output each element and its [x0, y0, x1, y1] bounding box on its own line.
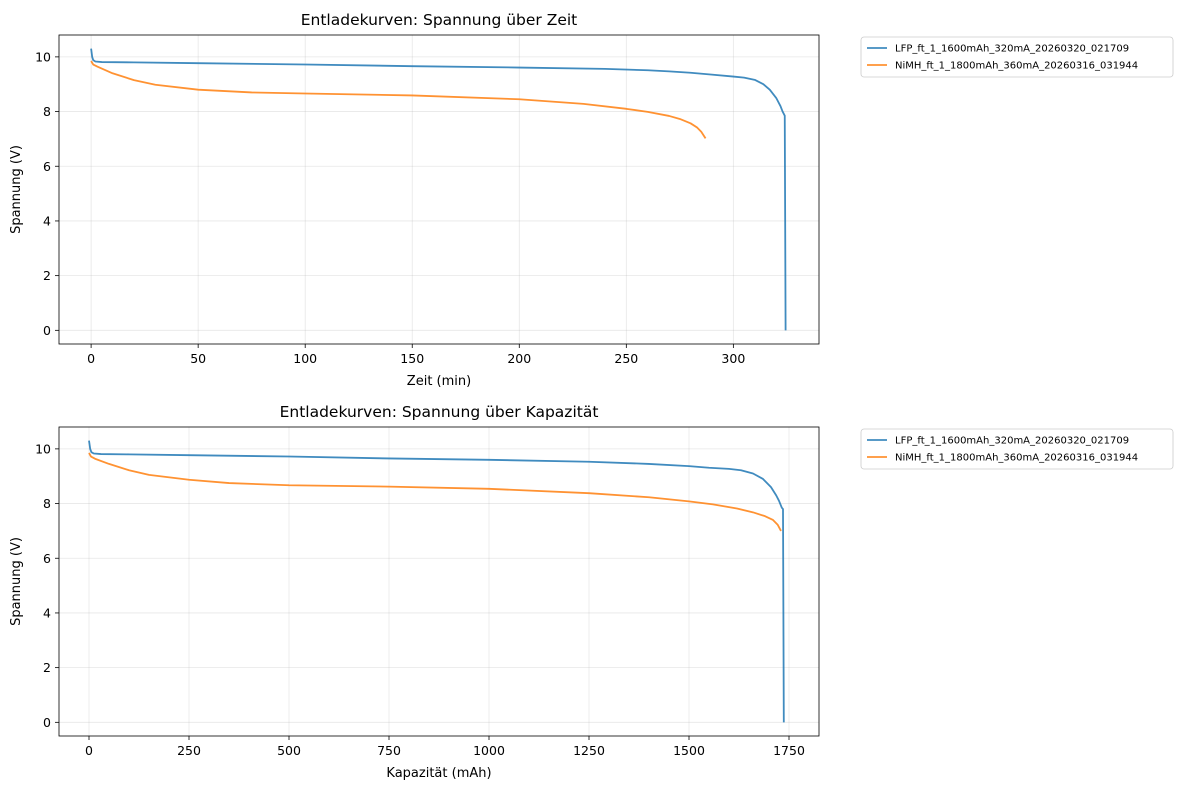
- plot-frame: [58, 426, 820, 737]
- legend-label-2: NiMH_ft_1_1800mAh_360mA_20260316_031944: [895, 453, 1138, 464]
- y-tick-label: 0: [43, 715, 51, 730]
- y-tick-label: 6: [43, 159, 51, 174]
- x-tick-label: 1250: [573, 743, 605, 758]
- x-tick-label: 200: [507, 351, 531, 366]
- x-tick-label: 1750: [773, 743, 805, 758]
- y-tick-label: 10: [35, 441, 51, 456]
- legend-box: [860, 36, 1174, 78]
- x-tick-label: 150: [400, 351, 424, 366]
- legend-box: [860, 428, 1174, 470]
- y-tick-label: 6: [43, 551, 51, 566]
- x-tick-label: 750: [377, 743, 401, 758]
- x-tick-label: 100: [293, 351, 317, 366]
- x-axis-label: Kapazität (mAh): [386, 766, 491, 781]
- series-line-2: [88, 452, 782, 532]
- y-tick-label: 8: [43, 104, 51, 119]
- x-tick-label: 1000: [473, 743, 505, 758]
- legend-label-1: LFP_ft_1_1600mAh_320mA_20260320_021709: [895, 436, 1129, 447]
- x-tick-label: 500: [277, 743, 301, 758]
- y-axis-label: Spannung (V): [9, 537, 24, 626]
- x-tick-label: 0: [85, 743, 93, 758]
- chart-title: Entladekurven: Spannung über Kapazität: [280, 403, 599, 421]
- series-line-1: [88, 440, 785, 723]
- x-axis-label: Zeit (min): [407, 374, 471, 389]
- x-tick-label: 250: [614, 351, 638, 366]
- legend: LFP_ft_1_1600mAh_320mA_20260320_021709 Ni…: [860, 428, 1174, 470]
- y-tick-label: 0: [43, 323, 51, 338]
- y-tick-label: 4: [43, 213, 51, 228]
- y-axis-label: Spannung (V): [9, 145, 24, 234]
- x-tick-label: 0: [87, 351, 95, 366]
- y-tick-label: 2: [43, 268, 51, 283]
- y-tick-label: 2: [43, 660, 51, 675]
- y-tick-label: 4: [43, 605, 51, 620]
- x-tick-label: 300: [721, 351, 745, 366]
- chart-title: Entladekurven: Spannung über Zeit: [301, 11, 578, 29]
- y-tick-label: 8: [43, 496, 51, 511]
- x-tick-label: 250: [177, 743, 201, 758]
- legend-label-1: LFP_ft_1_1600mAh_320mA_20260320_021709: [895, 44, 1129, 55]
- legend-label-2: NiMH_ft_1_1800mAh_360mA_20260316_031944: [895, 61, 1138, 72]
- chart-2: 0 250 500 750 1000 1250 1500 1750 0 2 4 6 8 10 Entlade…: [9, 403, 1174, 781]
- x-tick-label: 50: [190, 351, 206, 366]
- legend: LFP_ft_1_1600mAh_320mA_20260320_021709 Ni…: [860, 36, 1174, 78]
- series-line-1: [90, 48, 787, 331]
- series-line-2: [90, 60, 707, 139]
- y-tick-label: 10: [35, 49, 51, 64]
- plot-frame: [58, 34, 820, 345]
- chart-1: 0 50 100 150 200 250 300 0 2 4 6 8 10 Entladekurven: …: [9, 11, 1174, 389]
- x-tick-label: 1500: [673, 743, 705, 758]
